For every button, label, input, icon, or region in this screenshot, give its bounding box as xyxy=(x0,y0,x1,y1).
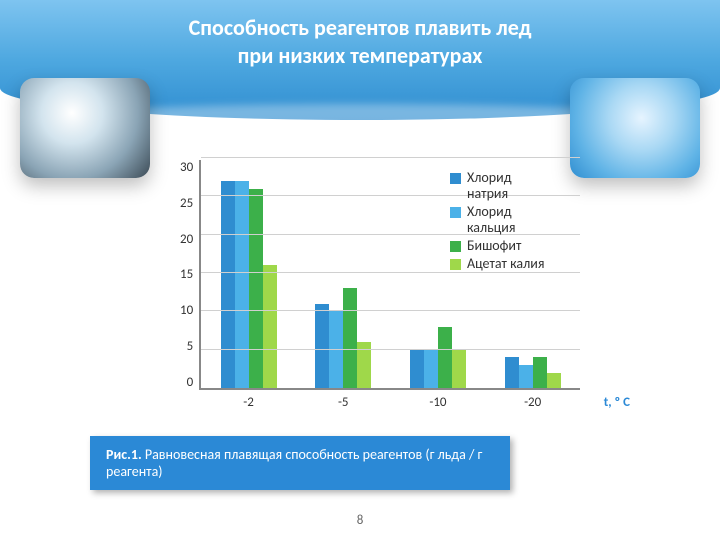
x-tick: -5 xyxy=(296,395,391,410)
x-tick: -2 xyxy=(201,395,296,410)
figure-caption: Рис.1. Равновесная плавящая способность … xyxy=(90,436,510,490)
y-tick: 0 xyxy=(187,375,194,390)
gridline xyxy=(201,157,580,158)
bar xyxy=(235,181,249,388)
bar xyxy=(547,373,561,388)
bar xyxy=(424,350,438,388)
legend-item: Хлориднатрия xyxy=(450,170,544,202)
legend-label: Бишофит xyxy=(467,238,521,254)
bar-group xyxy=(391,327,486,388)
page-number: 8 xyxy=(0,513,720,528)
bar xyxy=(221,181,235,388)
y-tick: 30 xyxy=(180,160,193,175)
legend-item: Ацетат калия xyxy=(450,256,544,272)
title-line-1: Способность реагентов плавить лед xyxy=(0,14,720,42)
bar xyxy=(519,365,533,388)
bar xyxy=(452,350,466,388)
x-axis-label: t, º С xyxy=(604,395,630,410)
legend-swatch xyxy=(450,207,461,218)
y-tick: 15 xyxy=(180,267,193,282)
gridline xyxy=(201,349,580,350)
y-tick: 10 xyxy=(180,303,193,318)
y-axis: 30 25 20 15 10 5 0 xyxy=(180,160,199,390)
bar-group xyxy=(201,181,296,388)
legend-label: Ацетат калия xyxy=(467,256,544,272)
y-tick: 5 xyxy=(187,339,194,354)
legend-swatch xyxy=(450,173,461,184)
bar xyxy=(533,357,547,388)
legend: ХлориднатрияХлоридкальция Бишофит Ацетат к… xyxy=(450,170,544,275)
x-tick: -10 xyxy=(391,395,486,410)
legend-item: Бишофит xyxy=(450,238,544,254)
bar xyxy=(263,265,277,388)
x-axis: -2-5-10-20 xyxy=(201,395,580,410)
bar xyxy=(505,357,519,388)
y-tick: 25 xyxy=(180,196,193,211)
y-tick: 20 xyxy=(180,232,193,247)
caption-prefix: Рис.1. xyxy=(106,446,142,463)
legend-item: Хлоридкальция xyxy=(450,204,544,236)
title-line-2: при низких температурах xyxy=(0,42,720,70)
ice-cubes-photo-left xyxy=(20,78,150,178)
bar xyxy=(343,288,357,388)
legend-label: Хлориднатрия xyxy=(467,170,512,202)
bar xyxy=(410,350,424,388)
legend-swatch xyxy=(450,259,461,270)
bar-group xyxy=(296,288,391,388)
page-title: Способность реагентов плавить лед при ни… xyxy=(0,14,720,69)
bar xyxy=(438,327,452,388)
bar xyxy=(249,189,263,388)
x-tick: -20 xyxy=(485,395,580,410)
ice-cube-photo-right xyxy=(570,78,700,178)
legend-label: Хлоридкальция xyxy=(467,204,516,236)
bar xyxy=(315,304,329,388)
gridline xyxy=(201,310,580,311)
legend-swatch xyxy=(450,241,461,252)
bar xyxy=(329,311,343,388)
bar-group xyxy=(485,357,580,388)
caption-text: Равновесная плавящая способность реагент… xyxy=(106,446,482,480)
